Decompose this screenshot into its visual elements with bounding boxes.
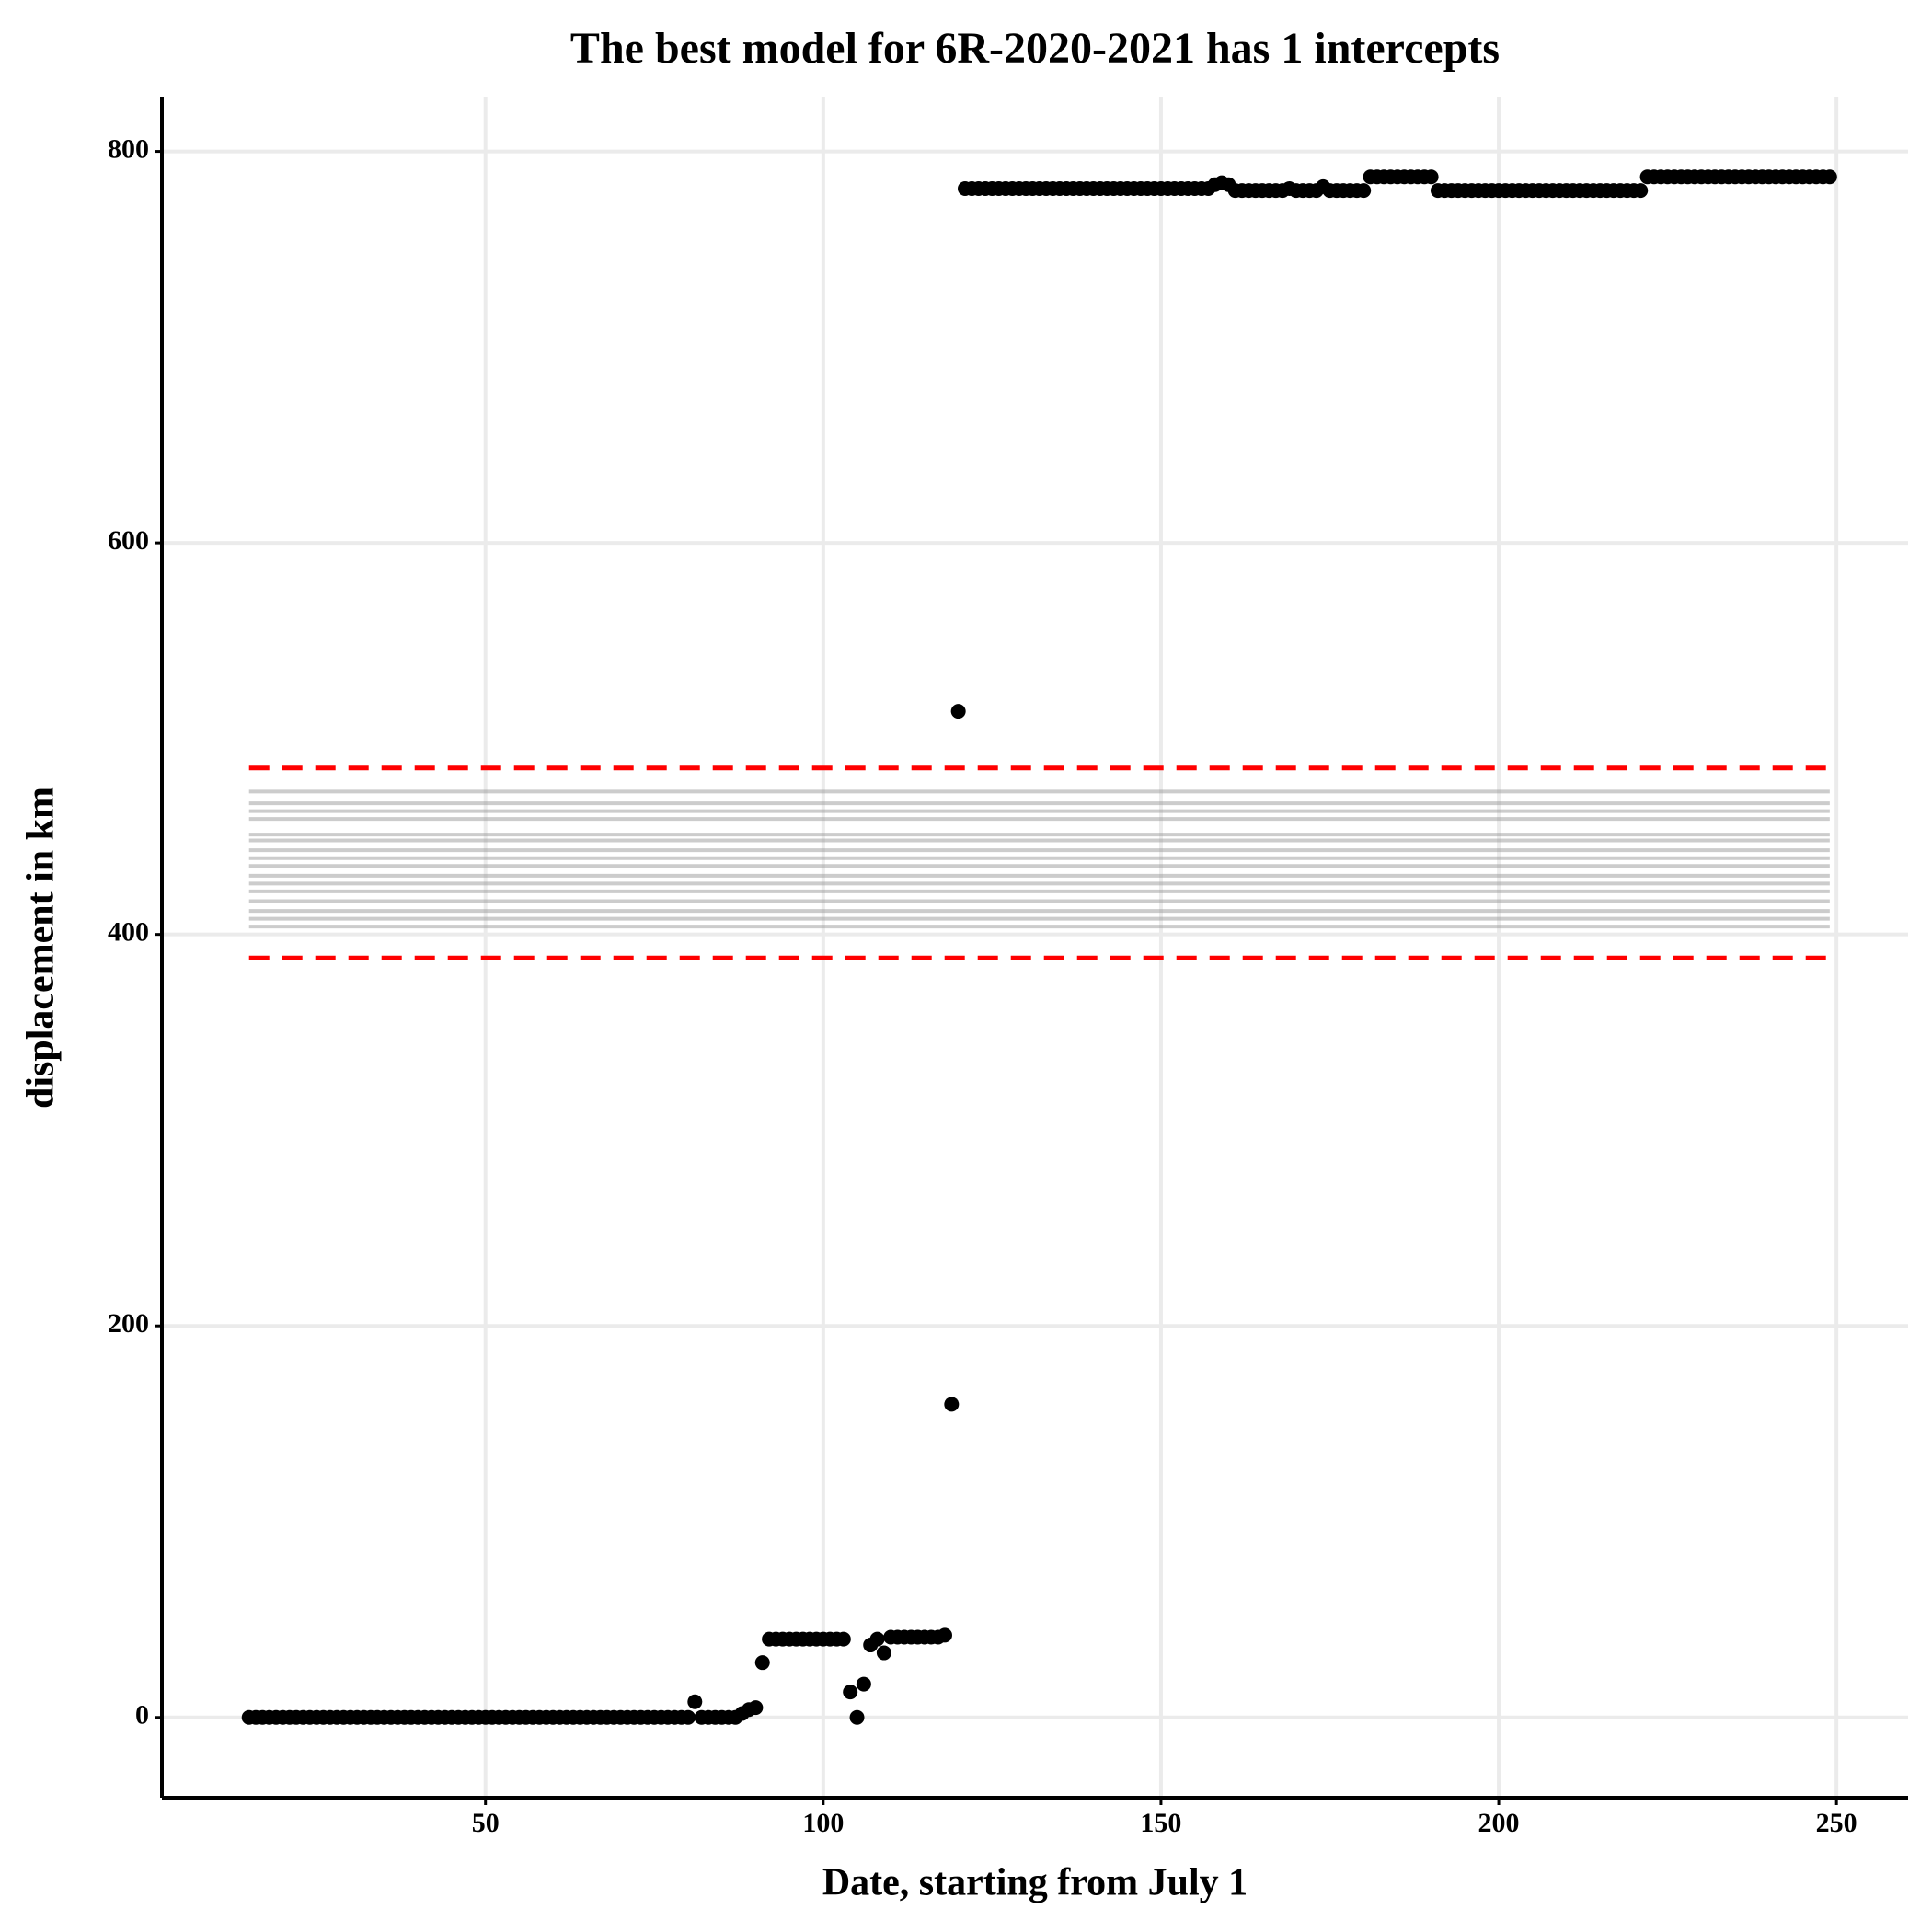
y-axis-label: displacement in km <box>20 787 63 1109</box>
point <box>1633 183 1649 199</box>
x-axis-label: Date, starting from July 1 <box>822 1862 1248 1904</box>
y-tick-label: 800 <box>108 133 149 164</box>
y-tick-label: 200 <box>108 1308 149 1339</box>
point <box>1423 169 1439 185</box>
point <box>950 704 966 719</box>
x-tick-label: 50 <box>472 1808 500 1838</box>
point <box>849 1709 865 1725</box>
y-tick-label: 400 <box>108 917 149 948</box>
y-tick-label: 600 <box>108 525 149 556</box>
point <box>944 1397 960 1412</box>
point <box>869 1631 885 1647</box>
point <box>748 1700 764 1716</box>
point <box>876 1645 891 1661</box>
point <box>856 1676 871 1692</box>
point <box>1822 169 1837 185</box>
x-tick-label: 100 <box>802 1808 844 1838</box>
point <box>754 1655 770 1671</box>
y-tick-label: 0 <box>135 1700 149 1731</box>
x-tick-label: 250 <box>1816 1808 1857 1838</box>
point <box>937 1627 952 1643</box>
point <box>1356 183 1372 199</box>
point <box>835 1631 851 1647</box>
point <box>680 1709 696 1725</box>
point <box>687 1694 703 1709</box>
chart-title: The best model for 6R-2020-2021 has 1 in… <box>570 24 1500 73</box>
x-tick-label: 200 <box>1478 1808 1520 1838</box>
point <box>843 1685 858 1700</box>
x-tick-label: 150 <box>1140 1808 1181 1838</box>
